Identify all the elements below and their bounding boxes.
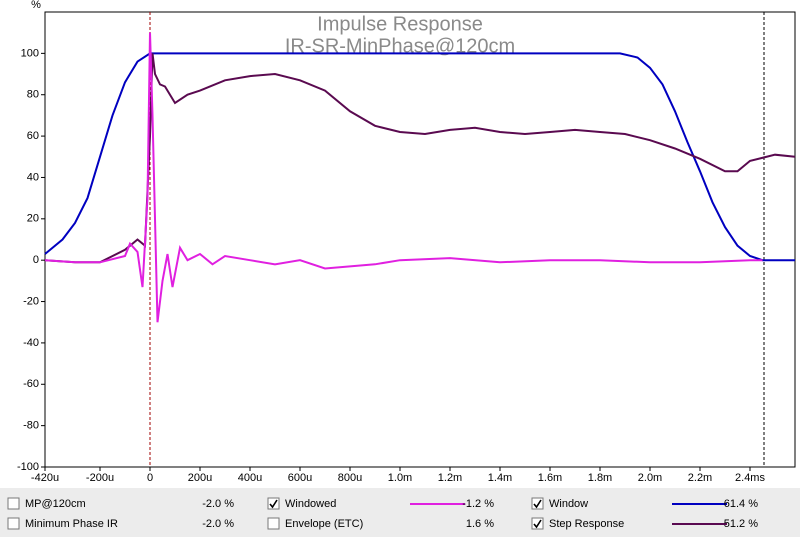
legend-readout: 1.6 % bbox=[466, 518, 494, 530]
series-line bbox=[44, 52, 795, 262]
x-tick-label: 600u bbox=[288, 472, 312, 484]
legend-readout: -1.2 % bbox=[462, 498, 494, 510]
x-tick-label: 1.0m bbox=[388, 472, 412, 484]
legend-readout: -2.0 % bbox=[202, 518, 234, 530]
y-tick-label: 60 bbox=[27, 130, 39, 142]
y-tick-label: -40 bbox=[23, 337, 39, 349]
legend-name: Windowed bbox=[285, 498, 336, 510]
x-tick-label: 2.4ms bbox=[735, 472, 765, 484]
checkbox[interactable] bbox=[7, 497, 20, 510]
x-tick-label: -200u bbox=[86, 472, 114, 484]
checkmark bbox=[533, 519, 542, 529]
x-tick-label: 400u bbox=[238, 472, 262, 484]
x-tick-label: -420u bbox=[31, 472, 59, 484]
y-tick-label: 100 bbox=[21, 47, 39, 59]
y-tick-label: 40 bbox=[27, 171, 39, 183]
x-tick-label: 1.8m bbox=[588, 472, 612, 484]
legend-name: Minimum Phase IR bbox=[25, 518, 118, 530]
x-tick-label: 200u bbox=[188, 472, 212, 484]
legend-readout: 51.2 % bbox=[724, 518, 758, 530]
series-line bbox=[44, 32, 763, 323]
series-line bbox=[44, 53, 796, 264]
checkbox[interactable] bbox=[531, 517, 544, 530]
checkmark bbox=[533, 499, 542, 509]
x-tick-label: 2.0m bbox=[638, 472, 662, 484]
x-tick-label: 1.6m bbox=[538, 472, 562, 484]
legend-panel bbox=[0, 488, 800, 537]
legend-name: Window bbox=[549, 498, 588, 510]
y-tick-label: -20 bbox=[23, 295, 39, 307]
legend-readout: -2.0 % bbox=[202, 498, 234, 510]
y-tick-label: 80 bbox=[27, 89, 39, 101]
x-tick-label: 1.2m bbox=[438, 472, 462, 484]
checkbox[interactable] bbox=[267, 497, 280, 510]
x-tick-label: 1.4m bbox=[488, 472, 512, 484]
checkbox[interactable] bbox=[267, 517, 280, 530]
y-tick-label: -80 bbox=[23, 420, 39, 432]
checkbox[interactable] bbox=[7, 517, 20, 530]
y-tick-label: -60 bbox=[23, 378, 39, 390]
y-axis-label: % bbox=[31, 0, 41, 11]
x-tick-label: 800u bbox=[338, 472, 362, 484]
legend-name: MP@120cm bbox=[25, 498, 86, 510]
x-tick-label: 2.2m bbox=[688, 472, 712, 484]
legend-name: Envelope (ETC) bbox=[285, 518, 363, 530]
x-tick-label: 0 bbox=[147, 472, 153, 484]
checkmark bbox=[269, 499, 278, 509]
legend-name: Step Response bbox=[549, 518, 624, 530]
y-tick-label: -100 bbox=[17, 461, 39, 473]
chart-subtitle: IR-SR-MinPhase@120cm bbox=[285, 35, 515, 57]
plot-frame bbox=[44, 11, 796, 468]
y-tick-label: 20 bbox=[27, 213, 39, 225]
legend-readout: 61.4 % bbox=[724, 498, 758, 510]
y-tick-label: 0 bbox=[33, 254, 39, 266]
chart-title: Impulse Response bbox=[317, 13, 483, 35]
plot-background bbox=[0, 0, 800, 488]
checkbox[interactable] bbox=[531, 497, 544, 510]
